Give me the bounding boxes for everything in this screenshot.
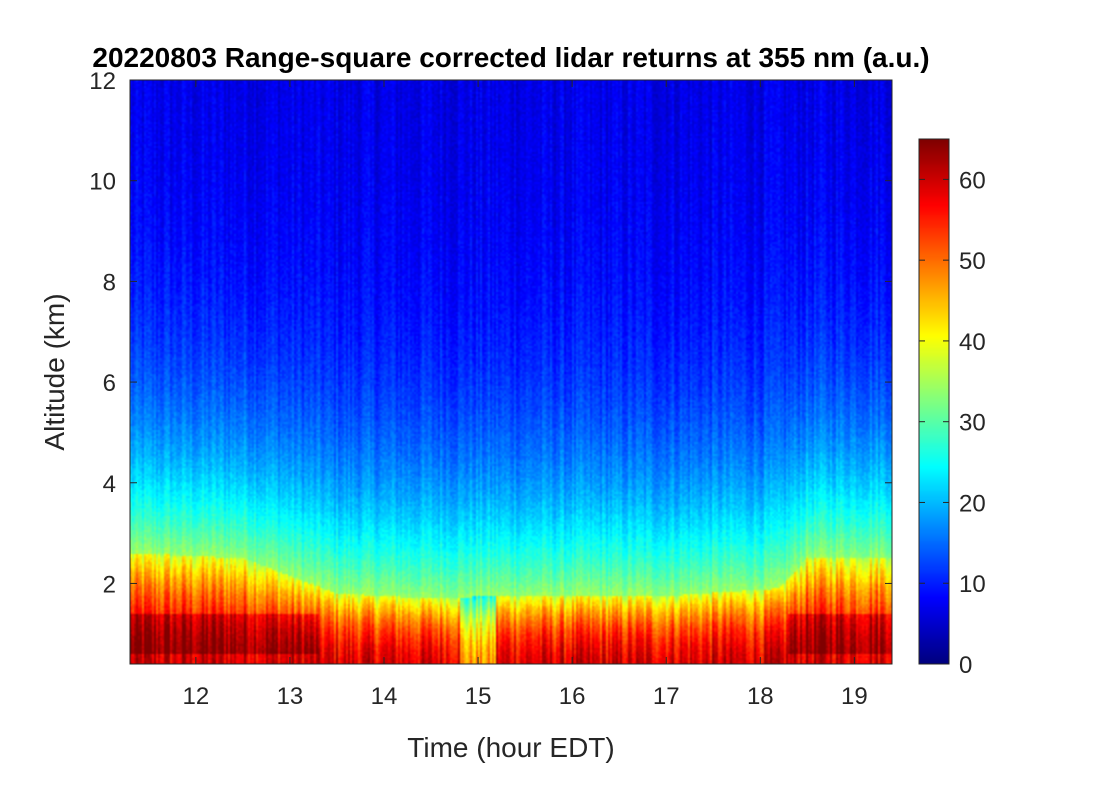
colorbar-tick-label: 30 xyxy=(959,410,986,437)
x-tick-label: 14 xyxy=(371,683,398,710)
y-tick-label: 6 xyxy=(103,370,116,397)
colorbar-tick-label: 10 xyxy=(959,571,986,598)
colorbar: 0 10 20 30 40 50 60 xyxy=(918,138,986,679)
x-axis-label: Time (hour EDT) xyxy=(407,732,614,763)
colorbar-tick-label: 60 xyxy=(959,167,986,194)
y-tick-label: 2 xyxy=(103,571,116,598)
x-tick-label: 12 xyxy=(183,683,210,710)
y-tick-label: 10 xyxy=(89,169,116,196)
y-tick-label: 4 xyxy=(103,471,116,498)
colorbar-tick-label: 40 xyxy=(959,329,986,356)
chart-title: 20220803 Range-square corrected lidar re… xyxy=(92,42,929,73)
colorbar-tick-label: 50 xyxy=(959,248,986,275)
x-tick-label: 15 xyxy=(465,683,492,710)
heatmap-image xyxy=(130,80,892,664)
y-axis-label: Altitude (km) xyxy=(39,293,70,450)
colorbar-frame xyxy=(918,138,950,665)
colorbar-gradient xyxy=(919,139,949,664)
colorbar-ticks: 0 10 20 30 40 50 60 xyxy=(919,167,986,679)
plot-frame xyxy=(129,79,893,665)
x-tick-label: 13 xyxy=(277,683,304,710)
y-tick-label: 8 xyxy=(103,269,116,296)
x-tick-label: 18 xyxy=(747,683,774,710)
x-tick-label: 19 xyxy=(841,683,868,710)
colorbar-tick-label: 0 xyxy=(959,652,972,679)
x-tick-label: 16 xyxy=(559,683,586,710)
x-tick-label: 17 xyxy=(653,683,680,710)
y-tick-label: 12 xyxy=(89,68,116,95)
colorbar-tick-label: 20 xyxy=(959,490,986,517)
y-axis-ticks: 2 4 6 8 10 12 xyxy=(89,68,892,598)
plot-area xyxy=(129,79,893,665)
x-axis-ticks: 12 13 14 15 16 17 18 19 xyxy=(183,80,868,710)
